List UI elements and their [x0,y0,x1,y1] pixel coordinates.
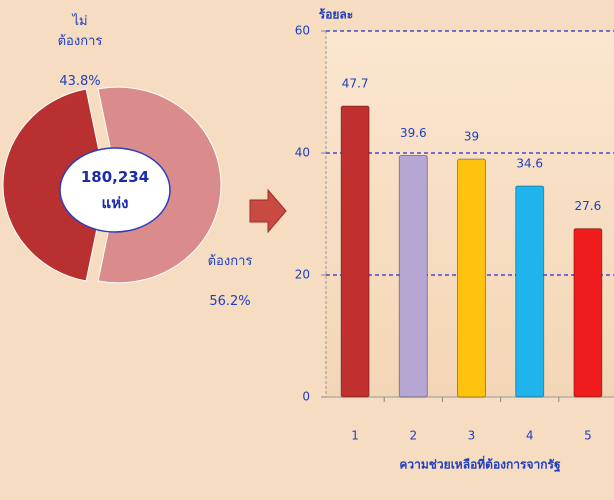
y-tick-label: 20 [295,268,310,282]
x-tick-label: 3 [468,429,476,443]
x-tick-label: 5 [584,429,592,443]
x-tick-label: 2 [409,429,417,443]
bar [573,228,603,398]
pie-value-label: 56.2% [209,294,251,309]
arrow [249,188,287,234]
y-tick-label: 0 [302,390,310,404]
y-tick-label: 40 [295,146,310,160]
pie-value-label: 43.8% [59,74,101,89]
pie-label: ต้องการ [207,254,253,269]
pie-label: ไม่ ต้องการ [57,14,103,49]
value-label: 39.6 [400,126,427,140]
x-tick-label: 4 [526,429,534,443]
value-label: 39 [464,130,479,144]
bar [457,158,486,398]
x-axis-title: ความช่วยเหลือที่ต้องการจากรัฐ [399,456,561,473]
x-tick-label: 1 [351,429,359,443]
pie-slice [2,88,107,282]
value-label: 47.7 [342,77,369,91]
y-tick-label: 60 [295,24,310,38]
value-label: 34.6 [516,156,543,170]
bar [398,154,428,398]
center-ellipse [59,147,171,233]
y-axis-title: ร้อยละ [319,8,353,22]
value-label: 27.6 [575,199,602,213]
center-label: 180,234 แห่ง [80,168,150,212]
bar [515,185,545,398]
bar [340,105,370,398]
